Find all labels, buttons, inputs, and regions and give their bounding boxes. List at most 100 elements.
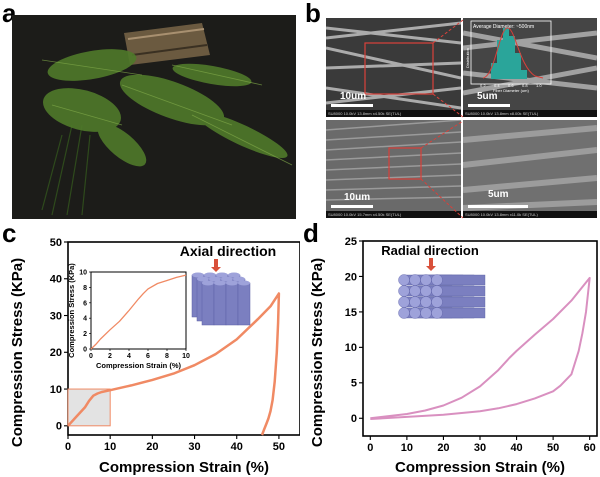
x-axis-label: Compression Strain (%): [395, 459, 565, 476]
plant-illustration: [12, 15, 296, 219]
fiber-top: [202, 280, 214, 286]
arrow-head-icon: [426, 266, 436, 271]
fiber-end: [409, 285, 421, 297]
zoom-box: [388, 147, 422, 180]
y-axis-label: Compression Stress (KPa): [309, 258, 326, 447]
x-tick-label: 4: [127, 353, 131, 360]
fiber-cylinder: [436, 307, 486, 319]
annotation-label: Axial direction: [180, 243, 276, 259]
scale-bar: [331, 205, 373, 208]
fiber-texture: [326, 120, 461, 218]
x-tick-label: 20: [437, 442, 449, 454]
x-tick-label: 50: [273, 441, 285, 453]
y-tick-label: 10: [345, 342, 357, 354]
stress-strain-curve: [67, 292, 281, 436]
y-tick-label: 4: [83, 316, 87, 323]
histogram-tick: 1.0: [536, 83, 542, 88]
fiber-cylinder: [237, 282, 251, 326]
fiber-cylinder: [436, 296, 486, 308]
x-tick-label: 10: [182, 353, 190, 360]
y-tick-label: 20: [345, 271, 357, 283]
y-tick-label: 2: [83, 331, 87, 338]
axes-frame: [362, 240, 598, 437]
stress-strain-loop: [370, 276, 591, 420]
y-tick-label: 15: [345, 307, 357, 319]
sem-image-bottom-right: 5um SU8000 10.0kV 13.8mm x11.0k SE(TUL): [463, 120, 597, 218]
fiber-top: [216, 272, 228, 278]
arrow-icon: [214, 259, 218, 267]
y-tick-label: 0: [83, 346, 87, 353]
scale-label: 10um: [340, 91, 367, 102]
sem-info: SU8000 10.0kV 13.8mm x8.00k SE(TUL): [463, 110, 597, 117]
fiber-top: [209, 276, 221, 282]
x-axis-label: Compression Strain (%): [99, 459, 269, 476]
scale-bar: [468, 205, 528, 208]
fiber-texture: [463, 120, 597, 218]
fiber-end: [398, 296, 410, 308]
fiber-bundle-illustration: [398, 274, 486, 319]
chart-radial: 0 10 20 30 40 50 60 0 5 10 15 20 25 Compression Strai…: [309, 236, 598, 476]
sem-info: SU8000 10.0kV 15.7mm x4.50k SE(TUL): [326, 211, 461, 218]
fiber-end: [431, 285, 443, 297]
fiber-cylinder: [436, 274, 486, 286]
fiber-end: [398, 274, 410, 286]
inset-curve: [90, 274, 187, 350]
zoom-box: [364, 42, 434, 95]
panel-label-b: b: [305, 0, 321, 28]
y-tick-label: 5: [351, 378, 357, 390]
plant-photo: [12, 15, 296, 219]
y-tick-label: 0: [56, 421, 62, 433]
fiber-cylinder: [213, 282, 227, 326]
fiber-texture: Average Diameter: ~500nm Fiber Diameter …: [463, 18, 597, 117]
fiber-top: [204, 272, 216, 278]
fiber-cylinder: [201, 282, 215, 326]
panel-label-c: c: [2, 218, 17, 248]
x-tick-label: 2: [108, 353, 112, 360]
x-tick-label: 60: [584, 442, 596, 454]
scale-bar: [331, 104, 373, 107]
x-tick-label: 0: [367, 442, 373, 454]
axes-frame: [90, 271, 187, 350]
x-tick-label: 0: [65, 441, 71, 453]
fiber-top: [238, 280, 250, 286]
y-tick-label: 10: [50, 384, 62, 396]
fiber-cylinder: [436, 285, 486, 297]
scale-label: 5um: [477, 91, 498, 102]
fiber-end: [420, 274, 432, 286]
fiber-end: [409, 274, 421, 286]
histogram-title: Average Diameter: ~500nm: [473, 24, 534, 30]
sem-info: SU8000 10.0kV 13.8mm x4.50k SE(TUL): [326, 110, 461, 117]
histogram-tick: 0.4: [494, 83, 500, 88]
histogram-tick: 0.8: [522, 83, 528, 88]
histogram-xlabel: Fiber Diameter (um): [493, 88, 529, 93]
fiber-end: [431, 274, 443, 286]
y-tick-label: 20: [50, 347, 62, 359]
y-axis-label: Compression Stress (KPa): [9, 258, 26, 447]
x-tick-label: 10: [104, 441, 116, 453]
x-tick-label: 40: [510, 442, 522, 454]
fiber-top: [197, 276, 209, 282]
x-tick-label: 20: [146, 441, 158, 453]
y-tick-label: 0: [351, 413, 357, 425]
fiber-end: [420, 307, 432, 319]
y-axis-label: Compression Stress (KPa): [67, 263, 76, 358]
fiber-texture: [326, 18, 461, 117]
sem-image-bottom-left: 10um SU8000 10.0kV 15.7mm x4.50k SE(TUL): [326, 120, 461, 218]
y-tick-label: 50: [50, 237, 62, 249]
x-tick-label: 10: [401, 442, 413, 454]
fiber-end: [420, 296, 432, 308]
x-tick-label: 30: [474, 442, 486, 454]
x-tick-label: 0: [89, 353, 93, 360]
fiber-end: [398, 285, 410, 297]
distribution-fit: [482, 27, 544, 79]
x-tick-label: 6: [146, 353, 150, 360]
histogram-bars: [491, 28, 527, 79]
sem-info: SU8000 10.0kV 13.8mm x11.0k SE(TUL): [463, 211, 597, 218]
axes-frame: [67, 241, 300, 436]
fiber-end: [420, 285, 432, 297]
fiber-end: [431, 296, 443, 308]
fiber-top: [214, 280, 226, 286]
y-tick-label: 25: [345, 236, 357, 248]
x-tick-label: 8: [165, 353, 169, 360]
